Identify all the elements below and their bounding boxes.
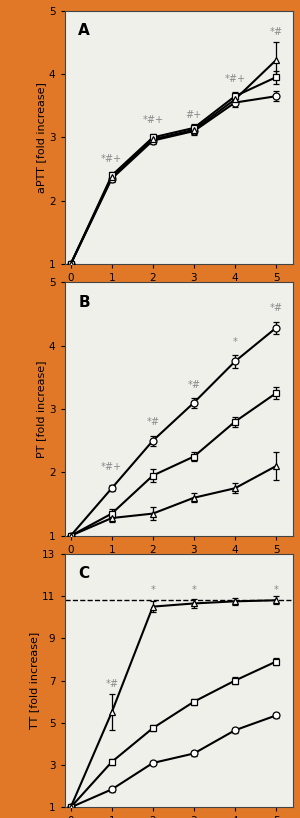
Text: *: * bbox=[274, 585, 278, 595]
Y-axis label: aPTT [fold increase]: aPTT [fold increase] bbox=[36, 82, 46, 193]
Text: *#+: *#+ bbox=[142, 115, 164, 124]
Y-axis label: PT [fold increase]: PT [fold increase] bbox=[36, 360, 46, 458]
Text: *: * bbox=[232, 337, 237, 347]
Text: *#: *# bbox=[270, 27, 283, 38]
Text: *: * bbox=[191, 585, 196, 595]
Text: C: C bbox=[78, 567, 89, 582]
Text: #+: #+ bbox=[186, 110, 202, 119]
Text: *#: *# bbox=[105, 679, 118, 689]
Text: B: B bbox=[78, 294, 90, 310]
Text: *#+: *#+ bbox=[101, 462, 122, 472]
Text: *#: *# bbox=[146, 416, 159, 427]
Text: A: A bbox=[78, 23, 90, 38]
X-axis label: DTI concentration [mg/L]: DTI concentration [mg/L] bbox=[109, 558, 248, 568]
Text: *#: *# bbox=[188, 380, 200, 390]
X-axis label: DTI concentration [mg/L]: DTI concentration [mg/L] bbox=[109, 286, 248, 296]
Y-axis label: TT [fold increase]: TT [fold increase] bbox=[29, 632, 39, 729]
Text: *#+: *#+ bbox=[224, 74, 245, 83]
Text: *: * bbox=[150, 585, 155, 595]
Text: *#: *# bbox=[270, 303, 283, 312]
Text: *#+: *#+ bbox=[101, 154, 122, 164]
